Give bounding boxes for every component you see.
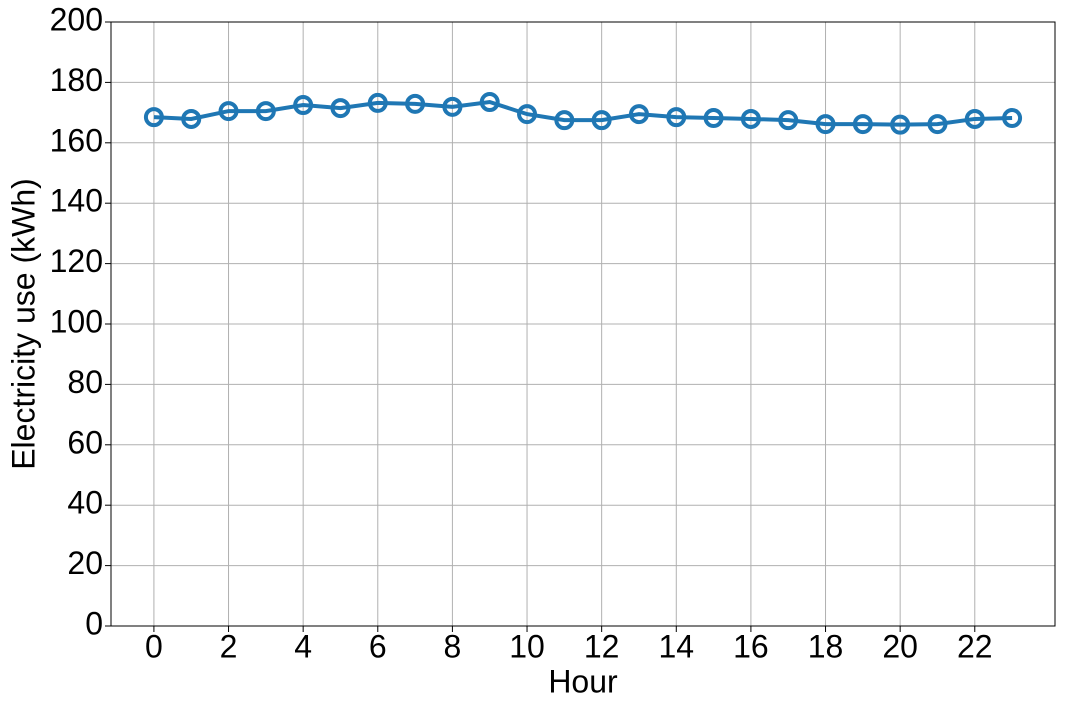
y-tick-label: 20 — [67, 545, 103, 581]
data-point — [517, 104, 538, 125]
data-point — [554, 110, 575, 131]
data-point — [815, 114, 836, 135]
x-tick-label: 6 — [369, 628, 387, 664]
x-tick-label: 22 — [957, 628, 993, 664]
y-tick-label: 80 — [67, 364, 103, 400]
x-tick-label: 16 — [733, 628, 769, 664]
y-tick-label: 180 — [50, 62, 103, 98]
data-point — [591, 110, 612, 131]
y-tick-label: 100 — [50, 303, 103, 339]
x-tick-label: 10 — [509, 628, 545, 664]
data-point — [181, 108, 202, 129]
x-tick-label: 12 — [584, 628, 620, 664]
data-point — [927, 114, 948, 135]
data-point — [143, 107, 164, 128]
data-point — [703, 108, 724, 129]
y-axis-label: Electricity use (kWh) — [5, 178, 41, 470]
data-point — [852, 114, 873, 135]
data-point — [964, 108, 985, 129]
data-point — [330, 98, 351, 119]
x-tick-label: 4 — [294, 628, 312, 664]
data-point — [293, 95, 314, 116]
data-line — [153, 99, 1013, 127]
y-tick-label: 140 — [50, 183, 103, 219]
data-point — [666, 107, 687, 128]
data-point — [367, 92, 388, 113]
x-tick-label: 20 — [882, 628, 918, 664]
x-tick-label: 0 — [145, 628, 163, 664]
y-tick-label: 40 — [67, 485, 103, 521]
data-point — [218, 101, 239, 122]
data-point — [479, 92, 500, 113]
y-tick-label: 120 — [50, 243, 103, 279]
x-axis-label: Hour — [548, 663, 618, 699]
x-tick-label: 18 — [808, 628, 844, 664]
data-point — [1002, 108, 1023, 129]
y-tick-label: 200 — [50, 1, 103, 37]
data-point — [890, 114, 911, 135]
y-tick-label: 60 — [67, 424, 103, 460]
data-point — [740, 108, 761, 129]
y-tick-label: 160 — [50, 122, 103, 158]
plot-frame — [110, 21, 1056, 627]
y-tick-label: 0 — [85, 605, 103, 641]
data-point — [778, 110, 799, 131]
data-point — [405, 93, 426, 114]
x-tick-label: 8 — [444, 628, 462, 664]
data-point — [442, 96, 463, 117]
x-tick-label: 14 — [658, 628, 694, 664]
data-point — [255, 101, 276, 122]
x-tick-label: 2 — [220, 628, 238, 664]
data-point — [628, 104, 649, 125]
